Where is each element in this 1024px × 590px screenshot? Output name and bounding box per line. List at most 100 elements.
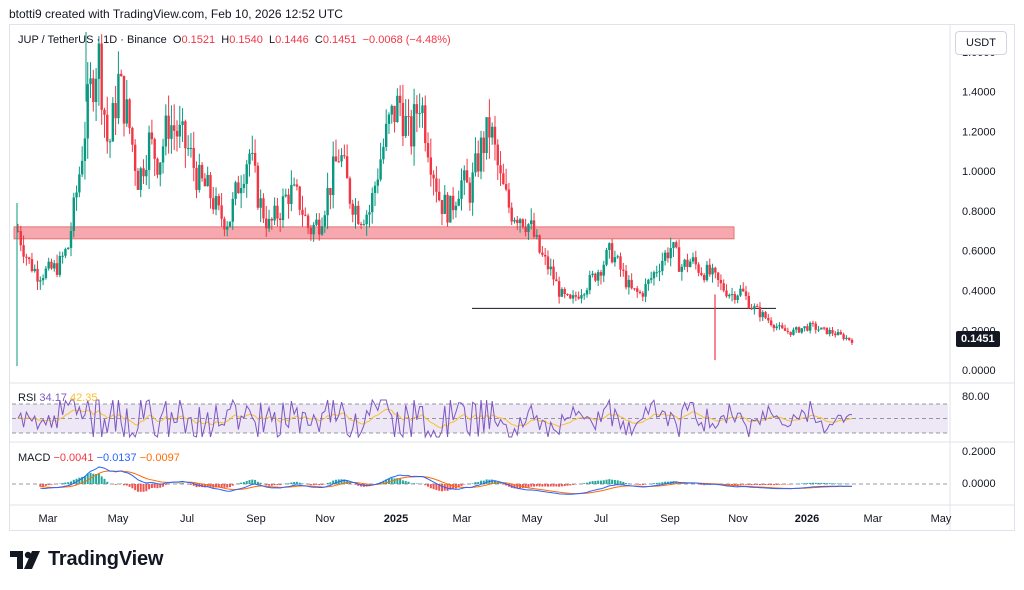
macd-histogram-bar bbox=[245, 481, 248, 484]
macd-histogram-bar bbox=[588, 481, 591, 484]
candle-body bbox=[691, 257, 695, 262]
time-tick-label: Jul bbox=[594, 513, 608, 525]
candle-body bbox=[200, 164, 204, 179]
resistance-zone[interactable] bbox=[13, 226, 735, 240]
macd-histogram-bar bbox=[67, 482, 70, 484]
macd-histogram-bar bbox=[591, 481, 594, 484]
candle-body bbox=[541, 252, 544, 255]
macd-histogram-bar bbox=[385, 479, 388, 484]
macd-histogram-bar bbox=[572, 484, 575, 485]
candle-body bbox=[689, 261, 692, 267]
candle-body bbox=[239, 188, 243, 194]
candle-body bbox=[404, 115, 407, 137]
macd-histogram-bar bbox=[493, 480, 496, 484]
candle-body bbox=[828, 329, 831, 335]
macd-histogram-bar bbox=[223, 484, 226, 488]
macd-histogram-bar bbox=[784, 484, 787, 485]
candle-body bbox=[217, 196, 221, 206]
macd-histogram-bar bbox=[318, 484, 321, 486]
rsi-pane: 80.00 bbox=[12, 391, 990, 439]
macd-histogram-bar bbox=[440, 484, 443, 492]
candle-body bbox=[415, 104, 419, 114]
candle-body bbox=[320, 226, 324, 235]
candle-body bbox=[225, 226, 229, 230]
candle-body bbox=[273, 205, 276, 221]
candle-body bbox=[836, 332, 840, 336]
macd-histogram-bar bbox=[772, 484, 775, 486]
candle-body bbox=[368, 212, 371, 215]
candle-body bbox=[758, 306, 762, 318]
candle-body bbox=[719, 279, 723, 284]
candle-body bbox=[485, 117, 488, 154]
candle-body bbox=[345, 156, 349, 179]
macd-histogram-bar bbox=[541, 484, 544, 487]
macd-histogram-bar bbox=[655, 482, 658, 484]
candle-body bbox=[479, 137, 483, 172]
rsi-legend[interactable]: RSI 34.17 42.35 bbox=[18, 392, 98, 404]
macd-legend[interactable]: MACD −0.0041 −0.0137 −0.0097 bbox=[18, 452, 180, 464]
macd-histogram-bar bbox=[125, 484, 128, 486]
macd-histogram-bar bbox=[820, 482, 823, 484]
candle-body bbox=[610, 243, 614, 263]
candle-body bbox=[384, 123, 388, 147]
macd-histogram-bar bbox=[228, 484, 231, 488]
chart-frame bbox=[9, 24, 1015, 531]
macd-tick-label: 0.0000 bbox=[962, 478, 996, 490]
candle-body bbox=[245, 164, 248, 184]
candle-body bbox=[834, 333, 837, 336]
candle-body bbox=[287, 194, 290, 204]
candle-body bbox=[443, 194, 446, 214]
candle-body bbox=[722, 283, 725, 291]
candle-body bbox=[27, 257, 31, 260]
candle-body bbox=[661, 260, 664, 272]
candle-body bbox=[92, 78, 95, 103]
candle-body bbox=[117, 73, 120, 119]
macd-histogram-bar bbox=[566, 484, 569, 486]
candle-body bbox=[131, 127, 134, 145]
rsi-line bbox=[17, 398, 853, 439]
macd-histogram-bar bbox=[625, 482, 628, 484]
symbol-name[interactable]: JUP / TetherUS · 1D · Binance bbox=[18, 34, 167, 46]
candles bbox=[16, 31, 854, 367]
candle-body bbox=[323, 215, 327, 227]
candle-body bbox=[94, 78, 98, 103]
macd-histogram-bar bbox=[831, 483, 834, 484]
candle-body bbox=[825, 327, 829, 335]
candle-body bbox=[186, 148, 190, 150]
candle-body bbox=[602, 264, 605, 276]
candle-body bbox=[596, 272, 600, 281]
candle-body bbox=[212, 198, 215, 210]
candle-body bbox=[675, 242, 678, 248]
candle-body bbox=[714, 267, 717, 273]
macd-histogram-bar bbox=[268, 484, 271, 486]
candle-body bbox=[792, 329, 795, 335]
candle-body bbox=[808, 322, 812, 331]
macd-histogram-bar bbox=[164, 484, 167, 485]
candle-body bbox=[848, 337, 851, 340]
tradingview-logo[interactable]: TradingView bbox=[10, 548, 163, 571]
candle-body bbox=[223, 218, 226, 230]
macd-histogram-bar bbox=[72, 479, 75, 484]
candle-body bbox=[61, 255, 64, 257]
candle-body bbox=[133, 144, 137, 171]
macd-histogram-bar bbox=[284, 483, 287, 484]
macd-histogram-bar bbox=[770, 484, 773, 486]
candle-body bbox=[401, 102, 405, 137]
macd-histogram-bar bbox=[569, 484, 572, 486]
macd-histogram-bar bbox=[159, 484, 162, 488]
candle-body bbox=[67, 247, 70, 250]
candle-body bbox=[636, 288, 639, 292]
candle-body bbox=[482, 137, 486, 154]
candle-body bbox=[546, 256, 550, 270]
macd-histogram-bar bbox=[64, 482, 67, 484]
candle-body bbox=[156, 158, 159, 175]
candle-body bbox=[680, 266, 684, 272]
macd-histogram-bar bbox=[407, 481, 410, 484]
candle-body bbox=[806, 326, 809, 331]
macd-histogram-bar bbox=[103, 478, 106, 484]
candle-body bbox=[175, 130, 179, 137]
currency-selector-button[interactable]: USDT bbox=[955, 31, 1007, 55]
macd-histogram-bar bbox=[583, 483, 586, 484]
macd-histogram-bar bbox=[95, 474, 98, 484]
